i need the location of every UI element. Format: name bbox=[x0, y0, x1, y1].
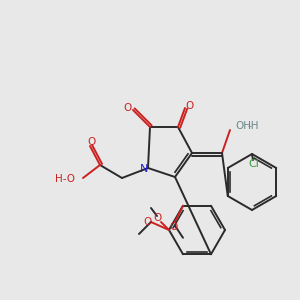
Text: O: O bbox=[144, 217, 152, 227]
Text: O: O bbox=[153, 213, 161, 223]
Text: Cl: Cl bbox=[249, 159, 260, 169]
Text: N: N bbox=[140, 164, 148, 174]
Text: O: O bbox=[87, 137, 95, 147]
Text: -H: -H bbox=[248, 121, 260, 131]
Text: O: O bbox=[186, 101, 194, 111]
Text: H-O: H-O bbox=[55, 174, 75, 184]
Text: OH: OH bbox=[235, 121, 251, 131]
Text: O: O bbox=[123, 103, 131, 113]
Text: O: O bbox=[169, 222, 177, 232]
